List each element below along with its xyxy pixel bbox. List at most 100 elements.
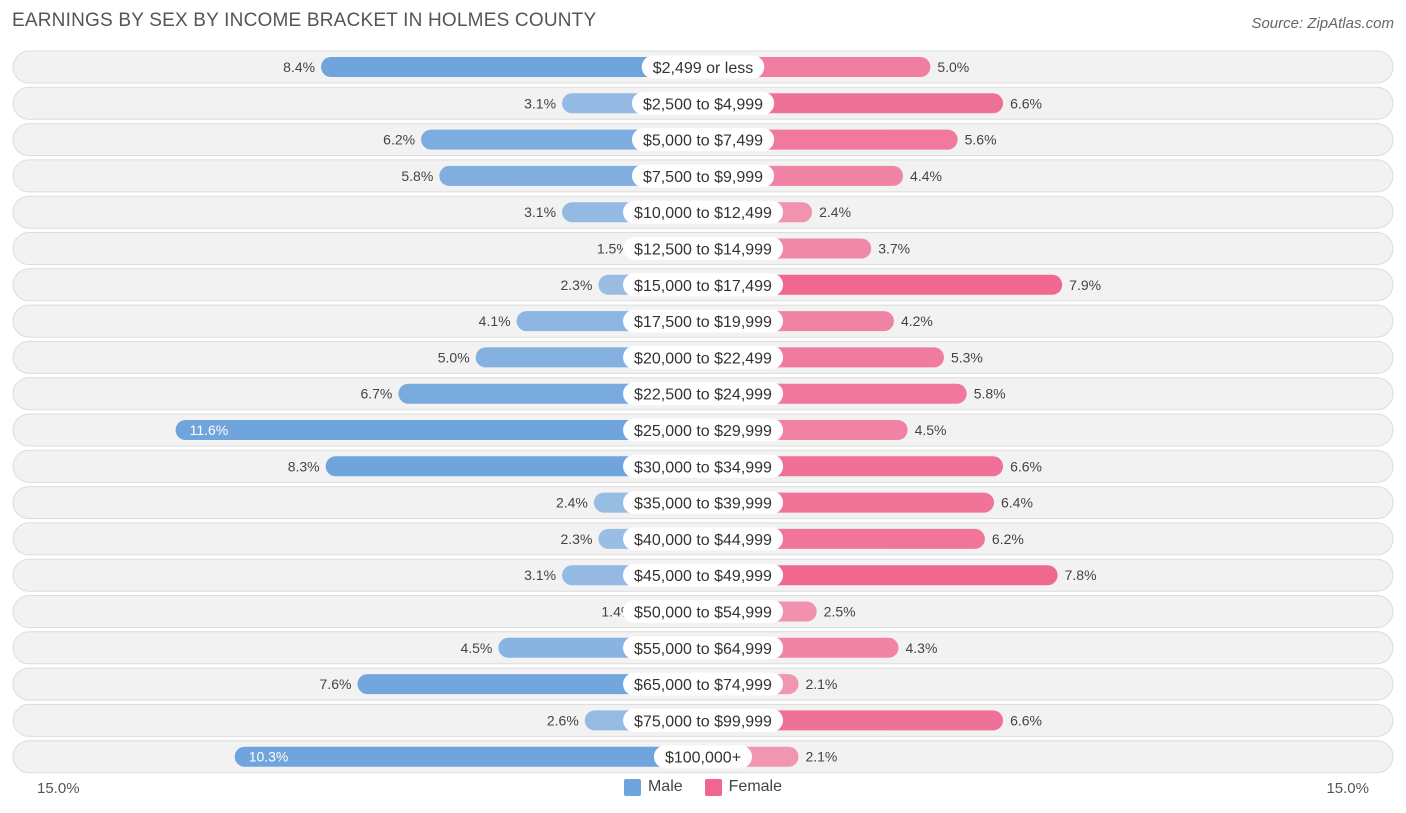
category-pill bbox=[623, 527, 784, 551]
category-pill bbox=[631, 91, 775, 115]
value-label-female: 2.1% bbox=[805, 749, 837, 765]
value-label-female: 2.5% bbox=[824, 604, 856, 620]
category-pill bbox=[623, 491, 784, 515]
category-pill bbox=[623, 309, 784, 333]
value-label-male: 8.4% bbox=[283, 59, 315, 75]
category-label: $10,000 to $12,499 bbox=[634, 205, 772, 222]
category-label: $12,500 to $14,999 bbox=[634, 242, 772, 259]
category-label: $100,000+ bbox=[665, 750, 741, 767]
category-label: $40,000 to $44,999 bbox=[634, 532, 772, 549]
value-label-male: 11.6% bbox=[190, 422, 229, 438]
value-label-male: 1.5% bbox=[597, 241, 629, 257]
bar-row: 11.6% 4.5% $25,000 to $29,999 bbox=[12, 413, 1394, 447]
bar-male bbox=[357, 674, 703, 695]
category-label: $25,000 to $29,999 bbox=[634, 423, 772, 440]
bar-row: 10.3% 2.1% $100,000+ bbox=[12, 740, 1394, 774]
bar-row: 2.3% 7.9% $15,000 to $17,499 bbox=[12, 268, 1394, 302]
source-label: Source: ZipAtlas.com bbox=[1251, 15, 1394, 32]
value-label-male: 2.3% bbox=[561, 531, 593, 547]
legend-item-female: Female bbox=[704, 778, 783, 796]
value-label-male: 3.1% bbox=[524, 204, 556, 220]
value-label-female: 7.8% bbox=[1065, 567, 1097, 583]
category-label: $2,499 or less bbox=[653, 60, 754, 77]
value-label-male: 6.7% bbox=[360, 386, 392, 402]
value-label-male: 4.5% bbox=[460, 640, 492, 656]
category-label: $7,500 to $9,999 bbox=[643, 169, 763, 186]
category-pill bbox=[623, 200, 784, 224]
category-label: $5,000 to $7,499 bbox=[643, 133, 763, 150]
category-label: $45,000 to $49,999 bbox=[634, 568, 772, 585]
value-label-female: 4.3% bbox=[906, 640, 938, 656]
category-label: $50,000 to $54,999 bbox=[634, 605, 772, 622]
value-label-male: 7.6% bbox=[320, 676, 352, 692]
bar-female bbox=[703, 274, 1063, 295]
category-pill bbox=[623, 273, 784, 297]
category-pill bbox=[623, 672, 784, 696]
value-label-female: 5.6% bbox=[965, 132, 997, 148]
value-label-female: 5.8% bbox=[974, 386, 1006, 402]
bar-male bbox=[325, 456, 703, 477]
chart-title: EARNINGS BY SEX BY INCOME BRACKET IN HOL… bbox=[12, 10, 597, 31]
bar-row: 2.6% 6.6% $75,000 to $99,999 bbox=[12, 703, 1394, 737]
axis-left-label: 15.0% bbox=[37, 780, 80, 797]
value-label-female: 2.4% bbox=[819, 204, 851, 220]
category-label: $65,000 to $74,999 bbox=[634, 677, 772, 694]
value-label-male: 3.1% bbox=[524, 95, 556, 111]
legend-item-male: Male bbox=[623, 778, 683, 796]
bar-male bbox=[421, 129, 703, 150]
value-label-female: 5.0% bbox=[937, 59, 969, 75]
value-label-female: 3.7% bbox=[878, 241, 910, 257]
bar-female bbox=[703, 565, 1058, 586]
value-label-female: 4.4% bbox=[910, 168, 942, 184]
legend-swatch-male bbox=[623, 778, 641, 796]
value-label-female: 6.6% bbox=[1010, 458, 1042, 474]
bar-male bbox=[321, 57, 703, 77]
value-label-male: 3.1% bbox=[524, 567, 556, 583]
bar-row: 4.1% 4.2% $17,500 to $19,999 bbox=[12, 304, 1394, 338]
value-label-male: 5.0% bbox=[438, 349, 470, 365]
value-label-male: 5.8% bbox=[401, 168, 433, 184]
category-pill bbox=[623, 454, 784, 478]
category-label: $2,500 to $4,999 bbox=[643, 96, 763, 113]
bar-row: 2.4% 6.4% $35,000 to $39,999 bbox=[12, 486, 1394, 520]
value-label-male: 2.4% bbox=[556, 495, 588, 511]
bar-row: 3.1% 7.8% $45,000 to $49,999 bbox=[12, 558, 1394, 592]
bar-female bbox=[703, 93, 1004, 114]
value-label-female: 4.5% bbox=[915, 422, 947, 438]
legend-label-male: Male bbox=[647, 778, 683, 795]
value-label-male: 6.2% bbox=[383, 132, 415, 148]
category-pill bbox=[641, 55, 765, 79]
bar-row: 5.0% 5.3% $20,000 to $22,499 bbox=[12, 340, 1394, 374]
bar-row: 1.5% 3.7% $12,500 to $14,999 bbox=[12, 232, 1394, 265]
value-label-female: 6.4% bbox=[1001, 495, 1033, 511]
value-label-male: 4.1% bbox=[479, 313, 511, 329]
category-label: $75,000 to $99,999 bbox=[634, 713, 772, 730]
category-label: $17,500 to $19,999 bbox=[634, 314, 772, 331]
value-label-female: 6.2% bbox=[992, 531, 1024, 547]
axis-right-label: 15.0% bbox=[1326, 780, 1369, 797]
category-pill bbox=[623, 708, 784, 732]
bar-male bbox=[175, 420, 703, 440]
bar-row: 6.7% 5.8% $22,500 to $24,999 bbox=[12, 377, 1394, 411]
category-label: $22,500 to $24,999 bbox=[634, 387, 772, 404]
value-label-female: 7.9% bbox=[1069, 277, 1101, 293]
bar-row: 1.4% 2.5%$50,000 to $54,999 bbox=[12, 595, 1394, 628]
category-pill bbox=[631, 164, 775, 188]
bar-row: 8.3% 6.6% $30,000 to $34,999 bbox=[12, 449, 1394, 483]
category-pill bbox=[623, 345, 784, 369]
value-label-male: 2.6% bbox=[547, 712, 579, 728]
legend-label-female: Female bbox=[728, 778, 783, 795]
bar-row: 8.4% 5.0% $2,499 or less bbox=[12, 50, 1394, 84]
bar-row: 7.6% 2.1% $65,000 to $74,999 bbox=[12, 667, 1394, 701]
category-pill bbox=[623, 418, 784, 442]
bar-male bbox=[234, 746, 703, 767]
category-label: $20,000 to $22,499 bbox=[634, 350, 772, 367]
category-pill bbox=[623, 563, 784, 587]
category-pill bbox=[623, 382, 784, 406]
value-label-male: 2.3% bbox=[561, 277, 593, 293]
category-label: $55,000 to $64,999 bbox=[634, 641, 772, 658]
category-pill bbox=[631, 128, 775, 152]
bar-row: 6.2% 5.6% $5,000 to $7,499 bbox=[12, 123, 1394, 157]
value-label-male: 10.3% bbox=[249, 749, 289, 765]
